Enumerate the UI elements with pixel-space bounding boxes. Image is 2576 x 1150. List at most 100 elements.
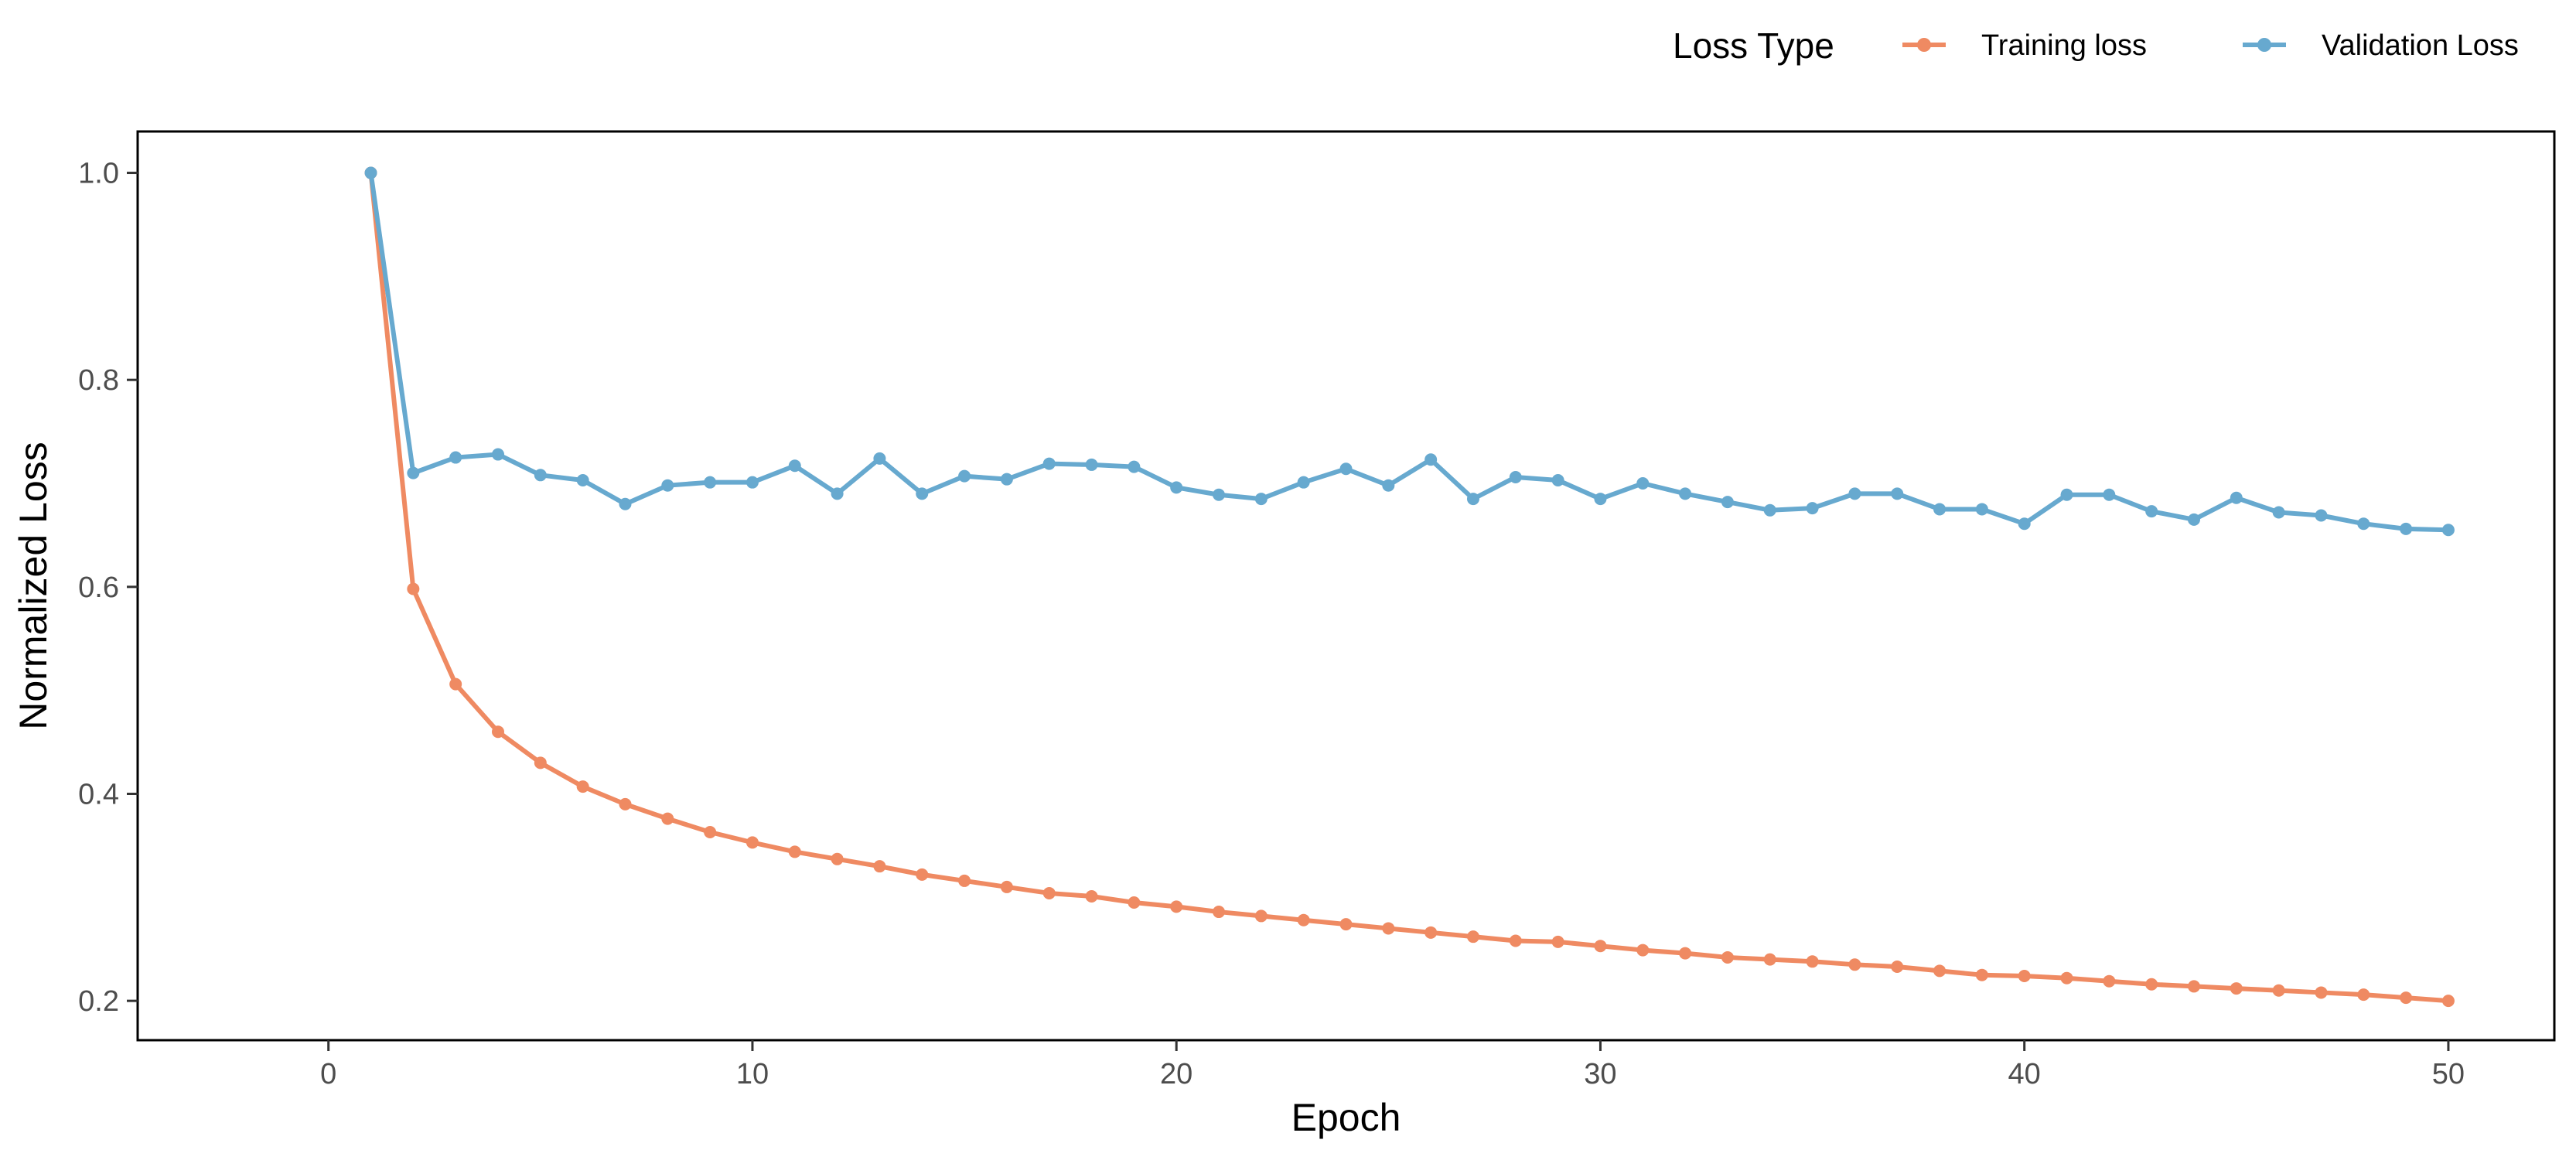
x-tick-label: 50 (2432, 1058, 2465, 1090)
legend-label: Training loss (1981, 29, 2147, 62)
data-point (1594, 493, 1607, 506)
data-point (1254, 909, 1268, 923)
data-point (2357, 517, 2370, 531)
data-point (364, 166, 377, 179)
legend-item: Training loss (1902, 29, 2147, 62)
data-point (661, 812, 674, 825)
legend-item: Validation Loss (2243, 29, 2519, 62)
data-point (2145, 505, 2158, 518)
data-point (1806, 502, 1819, 515)
data-point (1636, 477, 1650, 490)
x-axis-label: Epoch (1291, 1096, 1401, 1139)
data-point (746, 836, 759, 849)
data-point (1382, 922, 1395, 935)
data-point (1891, 487, 1904, 500)
data-point (661, 479, 674, 492)
series-training-loss (364, 166, 2455, 1008)
data-point (1933, 503, 1947, 516)
data-point (1721, 496, 1734, 509)
data-point (1636, 944, 1650, 957)
series-validation-loss (364, 166, 2455, 537)
data-point (1128, 460, 1141, 473)
plot-area: 0 10 20 30 40 50 0.2 0.4 0.6 0.8 1.0 (78, 130, 2556, 1090)
data-point (2103, 974, 2116, 988)
legend: Loss Type Training loss Validation Loss (1673, 26, 2519, 66)
series-line (368, 172, 2449, 533)
data-point (1042, 886, 1056, 899)
data-point (1000, 880, 1013, 893)
data-point (1594, 940, 1607, 953)
data-point (1424, 453, 1438, 466)
data-point (788, 845, 801, 858)
x-tick-label: 0 (320, 1058, 336, 1090)
data-point (2018, 517, 2031, 531)
data-point (2230, 982, 2243, 995)
data-point (1170, 900, 1183, 913)
data-point (958, 469, 971, 483)
legend-label: Validation Loss (2322, 29, 2519, 62)
x-axis: 0 10 20 30 40 50 (320, 1040, 2465, 1090)
data-point (2145, 978, 2158, 991)
data-point (534, 469, 547, 482)
data-point (1339, 462, 1353, 476)
data-point (449, 451, 462, 464)
y-tick-label: 0.2 (78, 985, 119, 1018)
y-axis: 0.2 0.4 0.6 0.8 1.0 (78, 158, 138, 1018)
data-point (1000, 473, 1013, 486)
data-point (1848, 487, 1861, 500)
data-point (2060, 971, 2073, 984)
data-point (1933, 964, 1947, 978)
data-point (1085, 889, 1098, 903)
data-point (2400, 522, 2413, 535)
data-point (1170, 481, 1183, 494)
x-tick-label: 40 (2008, 1058, 2041, 1090)
data-point (2272, 984, 2285, 997)
data-point (704, 826, 717, 839)
data-point (1339, 918, 1353, 931)
data-point (1721, 950, 1734, 964)
data-point (534, 756, 547, 770)
data-point (1042, 457, 1056, 470)
data-point (492, 725, 505, 739)
y-tick-label: 0.4 (78, 778, 119, 810)
y-axis-label: Normalized Loss (12, 442, 55, 729)
data-point (958, 874, 971, 887)
data-point (492, 448, 505, 461)
data-point (1466, 930, 1479, 944)
data-point (2441, 524, 2455, 537)
data-point (1806, 955, 1819, 968)
legend-marker (1917, 38, 1931, 52)
data-point (619, 797, 632, 810)
data-point (576, 780, 589, 793)
data-point (2187, 513, 2200, 526)
data-point (1424, 926, 1438, 939)
data-point (2441, 995, 2455, 1008)
data-point (2315, 986, 2328, 999)
y-tick-label: 0.6 (78, 572, 119, 604)
data-point (1466, 493, 1479, 506)
data-point (1763, 503, 1776, 517)
plot-frame (136, 130, 2556, 1042)
data-point (704, 476, 717, 489)
data-point (1382, 479, 1395, 492)
x-tick-label: 20 (1160, 1058, 1192, 1090)
y-tick-label: 0.8 (78, 364, 119, 397)
data-point (2103, 488, 2116, 501)
data-point (1085, 458, 1098, 471)
data-point (1763, 953, 1776, 966)
series-layer (364, 166, 2455, 1008)
data-point (1254, 493, 1268, 506)
data-point (1679, 947, 1692, 960)
data-point (2187, 980, 2200, 993)
data-point (2060, 488, 2073, 501)
data-point (1509, 470, 1522, 483)
data-point (619, 497, 632, 510)
data-point (2400, 991, 2413, 1005)
data-point (1679, 487, 1692, 500)
data-point (1128, 896, 1141, 909)
data-point (2018, 970, 2031, 983)
data-point (1297, 913, 1310, 926)
data-point (407, 582, 420, 595)
data-point (831, 852, 844, 865)
